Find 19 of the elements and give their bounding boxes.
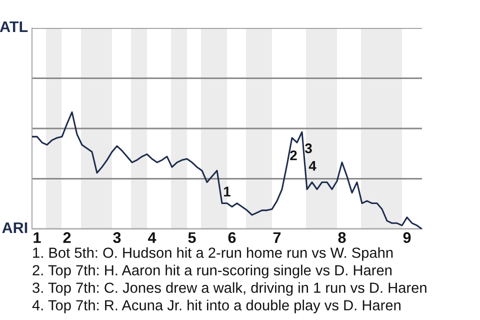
annotation: 1 (224, 186, 230, 196)
annotation: 4 (308, 161, 316, 171)
annotation: 3 (304, 143, 312, 154)
annotation: 2 (290, 150, 297, 160)
text: 3. Top 7th: C. Jones drew a walk, driving in 1 run vs D. Haren (32, 282, 426, 296)
x-tick-label: 6 (228, 232, 236, 243)
text: 2. Top 7th: H. Aaron hit a run-scoring single vs D. Haren (32, 264, 392, 278)
x-tick-label: 1 (34, 232, 41, 243)
x-tick-label: 9 (403, 232, 411, 243)
ref-line-label: ATL (0, 21, 28, 32)
x-tick-label: 2 (63, 232, 71, 243)
x-tick-label: 4 (148, 232, 156, 243)
text: 4. Top 7th: R. Acuna Jr. hit into a double play vs D. Haren (32, 300, 400, 314)
x-tick-label: 8 (338, 232, 346, 243)
x-tick-label: 5 (188, 232, 196, 243)
ref-line-label: ARI (2, 222, 28, 233)
x-tick-label: 7 (273, 232, 281, 243)
x-tick-label: 3 (113, 232, 121, 244)
text: 1. Bot 5th: O. Hudson hit a 2-run home run vs W. Spahn (33, 247, 393, 261)
